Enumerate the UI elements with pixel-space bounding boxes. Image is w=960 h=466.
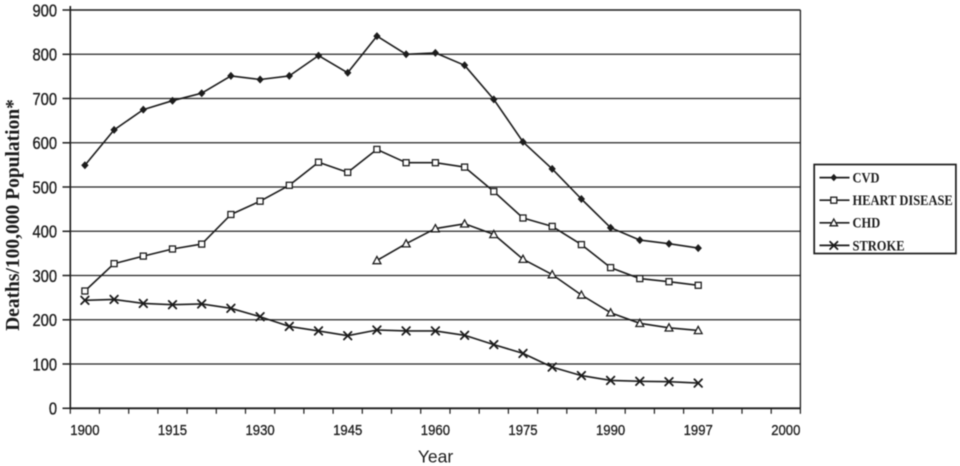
- svg-text:CVD: CVD: [853, 170, 880, 186]
- svg-text:1997: 1997: [684, 421, 713, 438]
- svg-text:HEART DISEASE: HEART DISEASE: [853, 192, 953, 208]
- svg-text:CHD: CHD: [853, 215, 881, 231]
- svg-text:900: 900: [32, 1, 57, 20]
- svg-text:400: 400: [32, 223, 57, 242]
- svg-text:500: 500: [32, 178, 57, 197]
- svg-text:100: 100: [32, 355, 57, 374]
- svg-text:800: 800: [32, 46, 57, 65]
- svg-text:300: 300: [32, 267, 57, 286]
- svg-text:1960: 1960: [421, 421, 450, 438]
- svg-text:1990: 1990: [596, 421, 625, 438]
- svg-text:0: 0: [49, 400, 57, 419]
- svg-text:2000: 2000: [771, 421, 800, 438]
- svg-text:1975: 1975: [508, 421, 537, 438]
- svg-text:200: 200: [32, 311, 57, 330]
- svg-text:600: 600: [32, 134, 57, 153]
- svg-text:Deaths/100,000 Population*: Deaths/100,000 Population*: [3, 99, 24, 331]
- svg-text:1930: 1930: [245, 421, 274, 438]
- svg-text:Year: Year: [418, 447, 454, 466]
- svg-text:STROKE: STROKE: [853, 238, 905, 254]
- svg-text:700: 700: [32, 90, 57, 109]
- svg-text:1915: 1915: [158, 421, 187, 438]
- svg-text:1900: 1900: [70, 421, 99, 438]
- svg-text:1945: 1945: [333, 421, 362, 438]
